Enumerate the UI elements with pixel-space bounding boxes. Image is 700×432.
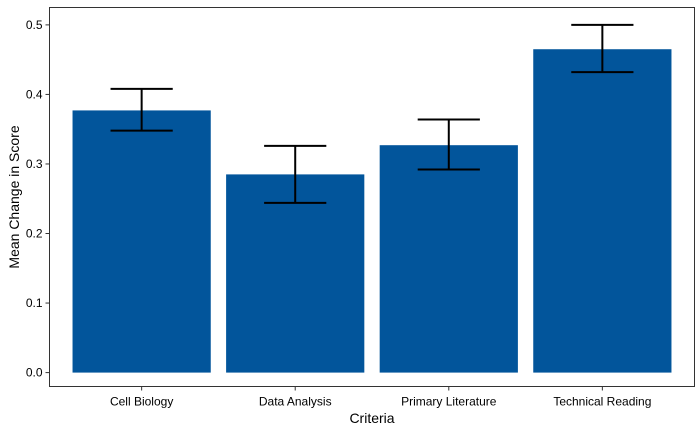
y-tick-label-5: 0.5 xyxy=(26,18,43,32)
plot-border xyxy=(49,7,695,387)
x-tick-label-3: Technical Reading xyxy=(553,395,651,409)
bar-2 xyxy=(379,145,518,373)
bar-1 xyxy=(226,174,365,373)
error-bars-group xyxy=(110,23,634,204)
bar-3 xyxy=(533,49,672,373)
y-tick-label-3: 0.3 xyxy=(26,157,43,171)
x-tick-label-0: Cell Biology xyxy=(110,395,173,409)
x-tick-label-1: Data Analysis xyxy=(259,395,332,409)
bar-0 xyxy=(72,110,211,373)
y-axis: 0.0 0.1 0.2 0.3 0.4 0.5 xyxy=(26,18,50,380)
x-axis-title: Criteria xyxy=(349,410,394,426)
bars-group xyxy=(72,49,672,373)
x-tick-label-2: Primary Literature xyxy=(401,395,497,409)
x-axis: Cell Biology Data Analysis Primary Literat… xyxy=(110,386,651,409)
y-tick-label-4: 0.4 xyxy=(26,87,43,101)
y-axis-title: Mean Change in Score xyxy=(6,125,22,268)
y-tick-label-0: 0.0 xyxy=(26,366,43,380)
y-tick-label-1: 0.1 xyxy=(26,296,43,310)
y-tick-label-2: 0.2 xyxy=(26,227,43,241)
